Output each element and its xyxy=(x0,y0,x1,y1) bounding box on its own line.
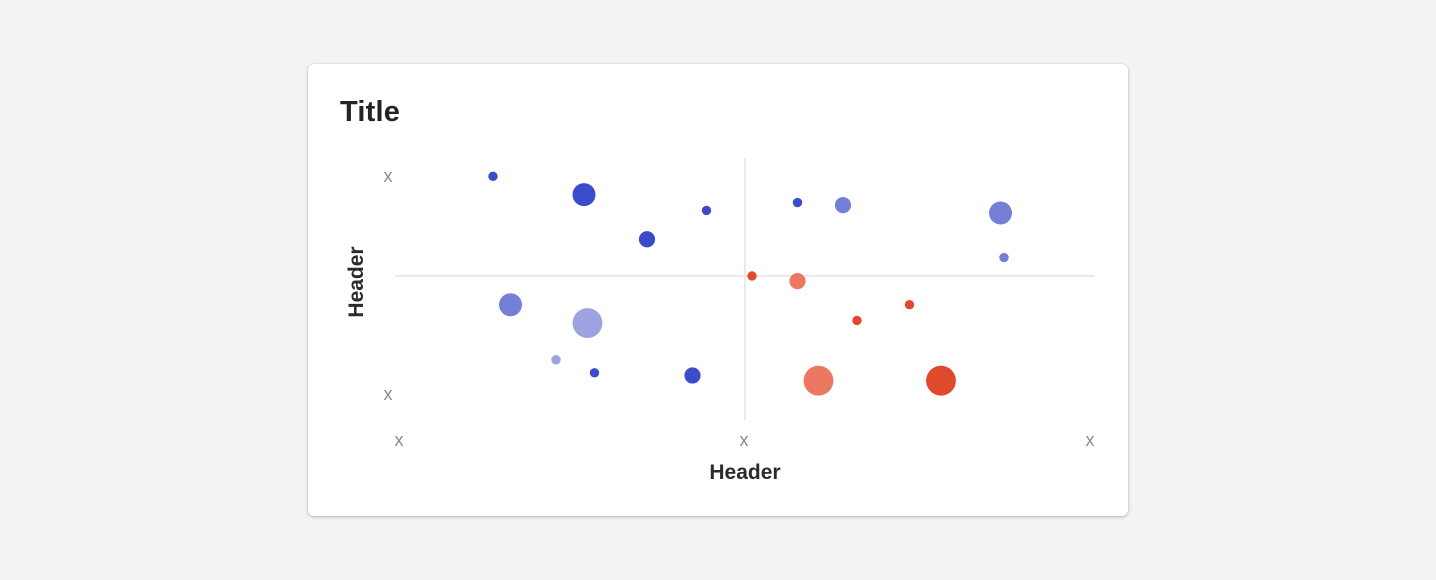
data-point-9 xyxy=(684,367,701,384)
data-point-11 xyxy=(834,197,852,214)
data-point-12 xyxy=(989,201,1012,225)
data-point-19 xyxy=(926,365,956,396)
y-axis-title: Header xyxy=(345,246,368,317)
x-tick-label-right: x xyxy=(1086,430,1095,450)
data-point-15 xyxy=(789,273,806,290)
data-points xyxy=(488,171,1012,396)
data-point-2 xyxy=(572,183,596,207)
data-point-6 xyxy=(572,308,603,338)
y-tick-label-bottom: x xyxy=(384,384,393,404)
data-point-7 xyxy=(551,355,561,365)
data-point-4 xyxy=(638,231,656,248)
data-point-17 xyxy=(904,300,915,310)
data-point-14 xyxy=(747,271,757,281)
chart-card: Title x x x x x Header Header xyxy=(308,64,1128,516)
data-point-3 xyxy=(701,205,712,216)
data-point-5 xyxy=(499,293,522,317)
chart-title: Title xyxy=(340,96,401,128)
x-tick-label-left: x xyxy=(395,430,404,450)
x-axis-title: Header xyxy=(709,461,780,484)
y-tick-label-top: x xyxy=(384,166,393,186)
scatter-plot: x x x x x Header Header xyxy=(345,158,1095,484)
data-point-16 xyxy=(852,315,862,326)
data-point-10 xyxy=(792,197,803,208)
data-point-1 xyxy=(488,171,498,182)
x-tick-label-center: x xyxy=(740,430,749,450)
data-point-8 xyxy=(589,368,600,378)
data-point-13 xyxy=(999,252,1009,263)
data-point-18 xyxy=(803,365,834,396)
